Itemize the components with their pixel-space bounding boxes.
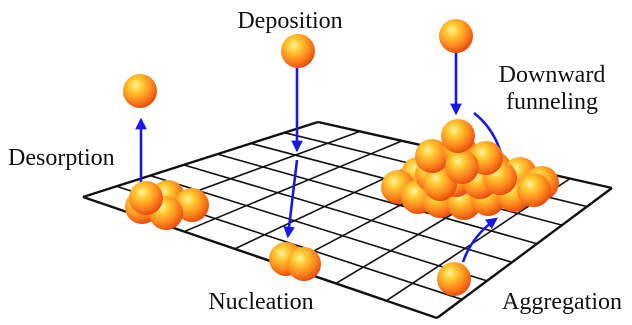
nucleation-atom — [287, 247, 321, 281]
pyramid-atom — [517, 173, 551, 207]
pyramid-atom — [445, 150, 479, 184]
atoms — [123, 19, 559, 296]
downward-funneling-label-line2: funneling — [506, 90, 598, 114]
aggregation-label: Aggregation — [502, 290, 622, 314]
deposition-label: Deposition — [237, 9, 342, 33]
downward-funneling-label-line1: Downward — [499, 63, 606, 87]
nucleation-label: Nucleation — [208, 290, 313, 314]
cluster-atom — [129, 181, 163, 215]
desorption-label: Desorption — [8, 146, 115, 170]
free-atom — [439, 19, 473, 53]
free-atom — [281, 34, 315, 68]
pyramid-atom — [441, 119, 475, 153]
free-atom — [437, 262, 471, 296]
free-atom — [123, 74, 157, 108]
